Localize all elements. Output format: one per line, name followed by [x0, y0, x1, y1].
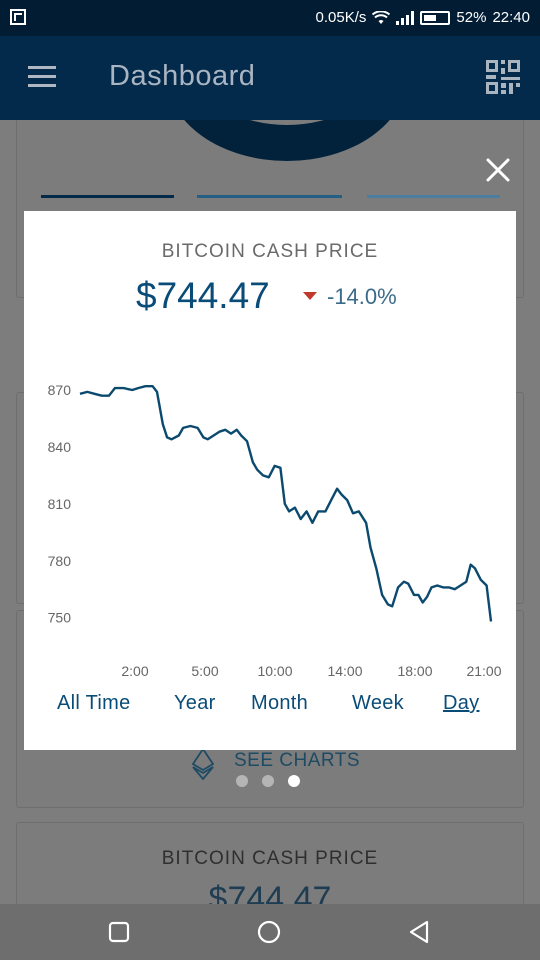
background-card-price: $744.47 — [208, 880, 332, 904]
x-tick-label: 14:00 — [327, 663, 362, 679]
background-card-title: BITCOIN CASH PRICE — [161, 848, 379, 869]
x-tick-label: 18:00 — [397, 663, 432, 679]
signal-icon — [396, 10, 415, 25]
see-charts-link[interactable]: SEE CHARTS — [234, 750, 361, 771]
down-arrow-icon — [303, 292, 317, 300]
tab-all-time[interactable]: All Time — [57, 692, 131, 714]
pager-dot[interactable] — [262, 775, 274, 787]
status-bar: 0.05K/s 52% 22:40 — [0, 0, 540, 36]
tab-indicator — [197, 195, 342, 198]
x-tick-label: 10:00 — [257, 663, 292, 679]
battery-percent: 52% — [456, 9, 487, 26]
tab-week[interactable]: Week — [352, 692, 404, 714]
pager-dot[interactable] — [288, 775, 300, 787]
screenshot-icon — [10, 9, 26, 25]
y-tick-label: 810 — [48, 496, 72, 512]
close-icon[interactable] — [484, 156, 512, 184]
x-tick-label: 5:00 — [191, 663, 218, 679]
app-bar: Dashboard — [0, 36, 540, 120]
x-tick-label: 2:00 — [121, 663, 148, 679]
home-icon[interactable] — [257, 920, 281, 944]
tab-day[interactable]: Day — [443, 692, 480, 714]
y-tick-label: 750 — [48, 610, 72, 626]
price-series-line — [79, 385, 493, 622]
dialog-title: BITCOIN CASH PRICE — [161, 241, 379, 262]
tab-month[interactable]: Month — [251, 692, 309, 714]
price-line-chart: 870 840 810 780 750 2:00 5:00 10:00 14:00 18:00 21… — [48, 382, 502, 679]
tab-indicator — [41, 195, 174, 198]
y-tick-label: 840 — [48, 439, 72, 455]
page-title: Dashboard — [109, 60, 256, 92]
menu-icon[interactable] — [28, 66, 56, 88]
price-change: -14.0% — [327, 284, 397, 309]
clock: 22:40 — [492, 9, 530, 26]
y-tick-label: 870 — [48, 382, 72, 398]
wifi-icon — [372, 10, 391, 24]
status-right: 0.05K/s 52% 22:40 — [316, 9, 530, 26]
qr-code-icon[interactable] — [486, 60, 520, 94]
battery-icon — [420, 10, 451, 25]
back-icon[interactable] — [408, 920, 432, 944]
pager-dot[interactable] — [236, 775, 248, 787]
tab-indicator — [367, 195, 500, 198]
price-chart-dialog: BITCOIN CASH PRICE $744.47 -14.0% 870 840… — [24, 211, 516, 750]
navigation-bar — [0, 904, 540, 960]
background-card — [16, 822, 524, 904]
recent-apps-icon[interactable] — [107, 920, 131, 944]
range-tabs: All Time Year Month Week Day — [24, 692, 516, 728]
x-tick-label: 21:00 — [466, 663, 501, 679]
current-price: $744.47 — [136, 275, 270, 316]
network-speed: 0.05K/s — [315, 9, 367, 26]
y-tick-label: 780 — [48, 553, 72, 569]
ethereum-icon — [192, 748, 214, 780]
donut-chart — [167, 120, 407, 161]
pager-dots — [236, 775, 300, 787]
tab-year[interactable]: Year — [174, 692, 216, 714]
